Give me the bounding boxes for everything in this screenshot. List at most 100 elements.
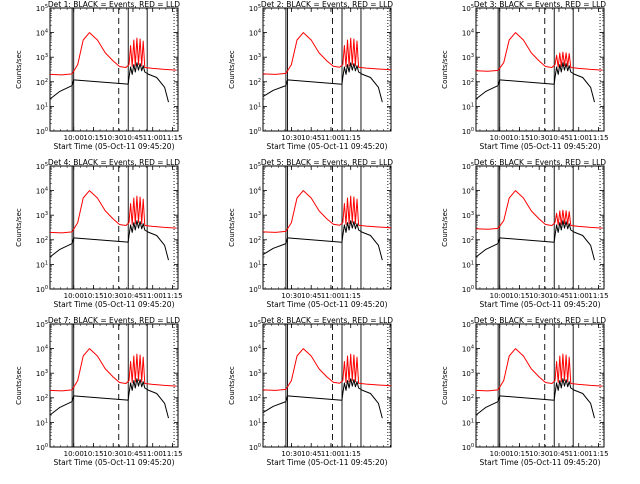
y-tick-label: 101 — [36, 260, 48, 269]
y-tick-label: 103 — [249, 53, 261, 62]
x-tick-label: 11:00 — [143, 292, 163, 300]
plot-frame — [49, 165, 179, 290]
events-rate-line — [49, 378, 169, 419]
y-tick-label: 103 — [462, 211, 474, 220]
x-tick-label: 11:15 — [588, 134, 608, 142]
x-tick-label: 10:45 — [301, 450, 321, 458]
x-tick-label: 11:00 — [143, 134, 163, 142]
x-tick-label: 10:30 — [103, 292, 123, 300]
x-tick-label: 11:00 — [321, 134, 341, 142]
x-tick-label: 10:15 — [509, 450, 529, 458]
events-rate-line — [49, 62, 169, 103]
y-tick-label: 104 — [249, 345, 261, 354]
chart-panel-9: Det 9: BLACK = Events, RED = LLD 100 101 10… — [441, 316, 609, 467]
plot-frame — [262, 323, 392, 448]
plot-frame — [49, 323, 179, 448]
x-axis-label: Start Time (05-Oct-11 09:45:20) — [266, 300, 387, 309]
lld-rate-line — [49, 190, 177, 234]
lld-rate-line — [49, 32, 177, 76]
y-tick-label: 101 — [249, 418, 261, 427]
chart-title: Det 2: BLACK = Events, RED = LLD — [261, 0, 393, 9]
lld-rate-line — [49, 348, 177, 392]
y-axis-label: Counts/sec — [441, 208, 449, 247]
x-tick-label: 10:30 — [281, 292, 301, 300]
plot-frame — [475, 7, 605, 132]
chart-title: Det 3: BLACK = Events, RED = LLD — [474, 0, 606, 9]
y-tick-label: 104 — [36, 187, 48, 196]
x-tick-label: 11:15 — [341, 292, 361, 300]
y-tick-label: 104 — [249, 29, 261, 38]
y-tick-label: 102 — [249, 78, 261, 87]
y-tick-label: 101 — [462, 102, 474, 111]
x-tick-label: 10:45 — [549, 450, 569, 458]
chart-panel-8: Det 8: BLACK = Events, RED = LLD 100 101 10… — [228, 316, 393, 467]
x-tick-label: 11:00 — [143, 450, 163, 458]
y-tick-label: 100 — [462, 285, 474, 294]
events-rate-line — [49, 220, 169, 261]
x-tick-label: 10:15 — [509, 292, 529, 300]
x-axis-label: Start Time (05-Oct-11 09:45:20) — [53, 458, 174, 467]
x-tick-label: 11:00 — [569, 292, 589, 300]
x-axis-label: Start Time (05-Oct-11 09:45:20) — [479, 458, 600, 467]
plot-frame — [262, 7, 392, 132]
x-tick-label: 11:15 — [588, 292, 608, 300]
chart-title: Det 1: BLACK = Events, RED = LLD — [48, 0, 180, 9]
y-tick-label: 104 — [462, 345, 474, 354]
x-tick-label: 10:15 — [83, 292, 103, 300]
x-tick-label: 10:30 — [529, 134, 549, 142]
chart-title: Det 4: BLACK = Events, RED = LLD — [48, 158, 180, 167]
x-tick-label: 10:15 — [509, 134, 529, 142]
x-tick-label: 11:15 — [162, 292, 182, 300]
x-tick-label: 11:15 — [162, 134, 182, 142]
y-tick-label: 100 — [36, 285, 48, 294]
lld-rate-line — [262, 348, 392, 391]
x-tick-label: 10:45 — [549, 292, 569, 300]
x-tick-label: 11:00 — [321, 450, 341, 458]
y-axis-label: Counts/sec — [228, 208, 236, 247]
y-tick-label: 103 — [462, 369, 474, 378]
x-tick-label: 10:00 — [64, 450, 84, 458]
y-tick-label: 103 — [36, 369, 48, 378]
y-tick-label: 101 — [249, 260, 261, 269]
chart-panel-3: Det 3: BLACK = Events, RED = LLD 100 101 10… — [441, 0, 609, 151]
chart-panel-2: Det 2: BLACK = Events, RED = LLD 100 101 10… — [228, 0, 393, 151]
y-axis-label: Counts/sec — [15, 208, 23, 247]
events-rate-line — [262, 220, 383, 261]
x-tick-label: 11:15 — [588, 450, 608, 458]
y-tick-label: 105 — [249, 162, 261, 171]
y-tick-label: 103 — [462, 53, 474, 62]
y-tick-label: 103 — [249, 369, 261, 378]
events-rate-line — [475, 378, 595, 419]
x-tick-label: 10:45 — [123, 450, 143, 458]
x-axis-label: Start Time (05-Oct-11 09:45:20) — [266, 142, 387, 151]
y-tick-label: 102 — [36, 236, 48, 245]
y-tick-label: 101 — [249, 102, 261, 111]
y-tick-label: 102 — [462, 78, 474, 87]
y-tick-label: 100 — [462, 443, 474, 452]
x-tick-label: 10:30 — [529, 292, 549, 300]
y-axis-label: Counts/sec — [228, 50, 236, 89]
y-tick-label: 100 — [462, 127, 474, 136]
plot-frame — [262, 165, 392, 290]
events-rate-line — [262, 62, 383, 103]
x-tick-label: 10:45 — [301, 292, 321, 300]
y-tick-label: 105 — [462, 320, 474, 329]
x-tick-label: 10:45 — [123, 292, 143, 300]
chart-panel-5: Det 5: BLACK = Events, RED = LLD 100 101 10… — [228, 158, 393, 309]
y-tick-label: 101 — [462, 418, 474, 427]
chart-panel-1: Det 1: BLACK = Events, RED = LLD 100 101 10… — [15, 0, 183, 151]
y-tick-label: 101 — [462, 260, 474, 269]
y-tick-label: 105 — [462, 4, 474, 13]
x-tick-label: 10:30 — [529, 450, 549, 458]
lld-rate-line — [262, 32, 392, 75]
x-tick-label: 10:00 — [490, 292, 510, 300]
y-tick-label: 105 — [249, 320, 261, 329]
y-tick-label: 105 — [36, 4, 48, 13]
y-tick-label: 103 — [249, 211, 261, 220]
y-tick-label: 101 — [36, 102, 48, 111]
y-axis-label: Counts/sec — [15, 366, 23, 405]
x-tick-label: 11:00 — [569, 134, 589, 142]
chart-title: Det 7: BLACK = Events, RED = LLD — [48, 316, 180, 325]
plot-frame — [475, 323, 605, 448]
x-axis-label: Start Time (05-Oct-11 09:45:20) — [53, 142, 174, 151]
